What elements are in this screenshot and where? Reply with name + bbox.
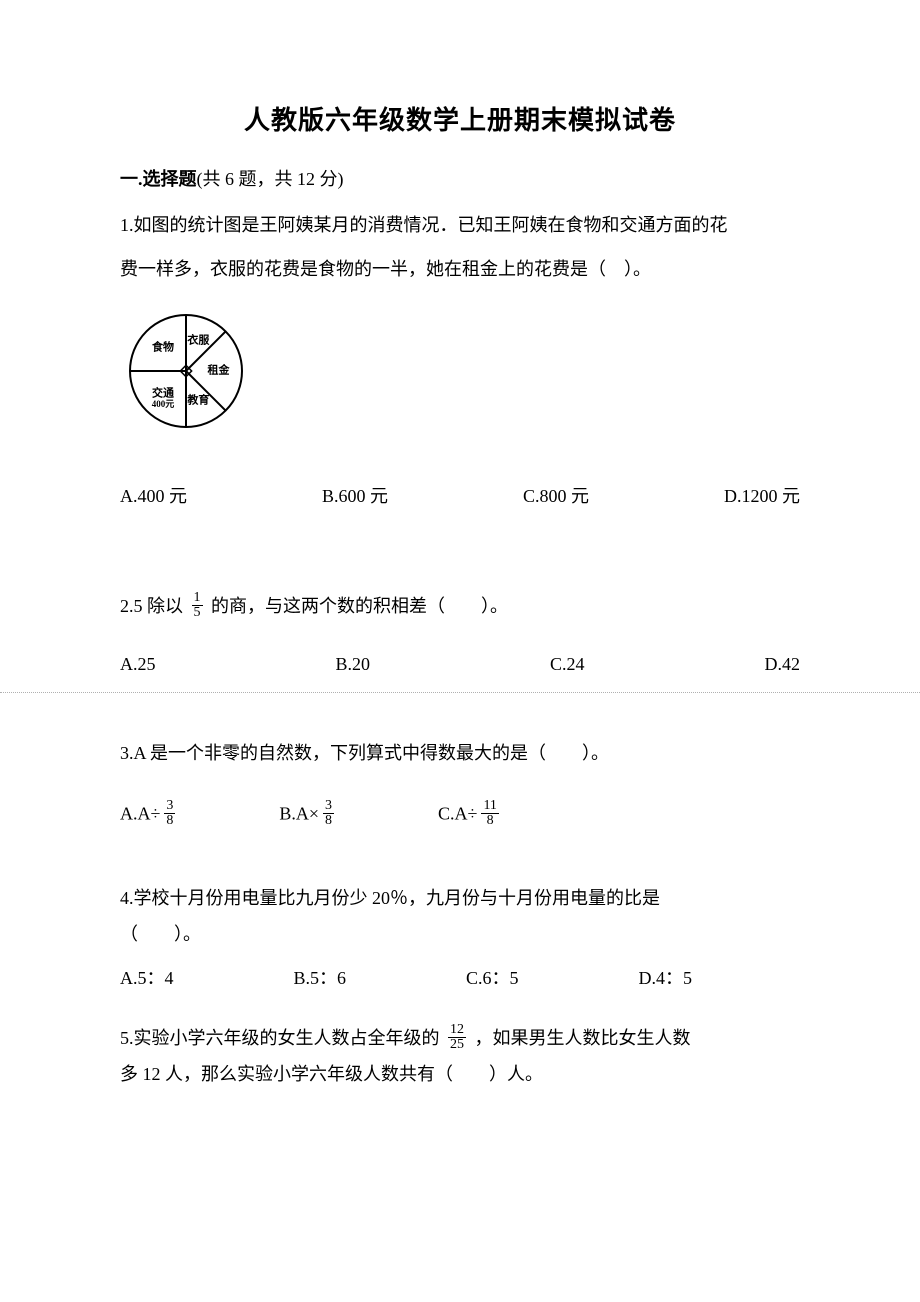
q4-text-l2: （ ）。 (120, 916, 800, 952)
q3-a-frac: 38 (164, 799, 175, 828)
q4-options: A.5：4 B.5：6 C.6：5 D.4：5 (120, 964, 800, 990)
q4-opt-a: A.5：4 (120, 964, 174, 990)
q3-b-frac: 38 (323, 799, 334, 828)
q2-opt-a: A.25 (120, 654, 156, 675)
q5-post: ，如果男生人数比女生人数 (475, 1028, 691, 1048)
svg-text:400元: 400元 (152, 399, 175, 409)
section-label-rest: (共 6 题，共 12 分) (197, 169, 344, 189)
q1-pie-chart: 交通400元 食物衣服租金教育 (120, 307, 800, 452)
q1-text-l2: 费一样多，衣服的花费是食物的一半，她在租金上的花费是（ ）。 (120, 251, 800, 287)
q1-opt-d: D.1200 元 (724, 482, 800, 508)
svg-text:交通: 交通 (152, 385, 174, 399)
q2-post: 的商，与这两个数的积相差（ ）。 (211, 596, 508, 616)
dotted-divider (0, 692, 920, 693)
q5-frac-num: 12 (448, 1023, 466, 1038)
q5-pre: 5.实验小学六年级的女生人数占全年级的 (120, 1028, 440, 1048)
q2-opt-b: B.20 (335, 654, 370, 675)
q3-c-frac: 118 (481, 799, 498, 828)
q2-frac-den: 5 (192, 606, 203, 620)
q2-text: 2.5 除以 1 5 的商，与这两个数的积相差（ ）。 (120, 588, 800, 624)
q1-opt-c: C.800 元 (523, 482, 589, 508)
q2-opt-d: D.42 (764, 654, 800, 675)
q4-opt-b: B.5：6 (294, 964, 347, 990)
q1-opt-a: A.400 元 (120, 482, 187, 508)
q5-frac-den: 25 (448, 1038, 466, 1052)
q3-a-pre: A.A÷ (120, 804, 160, 824)
q1-text-l1: 1.如图的统计图是王阿姨某月的消费情况．已知王阿姨在食物和交通方面的花 (120, 207, 800, 243)
q5-text-l2: 多 12 人，那么实验小学六年级人数共有（ ）人。 (120, 1056, 800, 1092)
svg-text:租金: 租金 (207, 363, 230, 377)
q5-text-l1: 5.实验小学六年级的女生人数占全年级的 12 25 ，如果男生人数比女生人数 (120, 1020, 800, 1056)
q3-options: A.A÷38 B.A×38 C.A÷118 (120, 801, 800, 830)
q4-opt-c: C.6：5 (466, 964, 519, 990)
q3-opt-c: C.A÷118 (438, 801, 503, 830)
page-title: 人教版六年级数学上册期末模拟试卷 (120, 100, 800, 137)
q2-opt-c: C.24 (550, 654, 585, 675)
section-label-bold: 一.选择题 (120, 169, 197, 189)
q2-frac-num: 1 (192, 591, 203, 606)
svg-text:教育: 教育 (186, 393, 209, 407)
q3-b-pre: B.A× (279, 804, 319, 824)
svg-text:衣服: 衣服 (187, 333, 210, 347)
q1-opt-b: B.600 元 (322, 482, 388, 508)
q3-text: 3.A 是一个非零的自然数，下列算式中得数最大的是（ ）。 (120, 735, 800, 771)
q5-fraction: 12 25 (448, 1023, 466, 1052)
q4-text-l1: 4.学校十月份用电量比九月份少 20％，九月份与十月份用电量的比是 (120, 880, 800, 916)
q2-pre: 2.5 除以 (120, 596, 183, 616)
section-header: 一.选择题(共 6 题，共 12 分) (120, 165, 800, 191)
q2-fraction: 1 5 (192, 591, 203, 620)
q3-opt-a: A.A÷38 (120, 801, 179, 830)
q3-opt-b: B.A×38 (279, 801, 338, 830)
q1-options: A.400 元 B.600 元 C.800 元 D.1200 元 (120, 482, 800, 508)
q2-options: A.25 B.20 C.24 D.42 (120, 654, 800, 675)
svg-text:食物: 食物 (152, 340, 174, 354)
q4-opt-d: D.4：5 (639, 964, 693, 990)
q3-c-pre: C.A÷ (438, 804, 477, 824)
